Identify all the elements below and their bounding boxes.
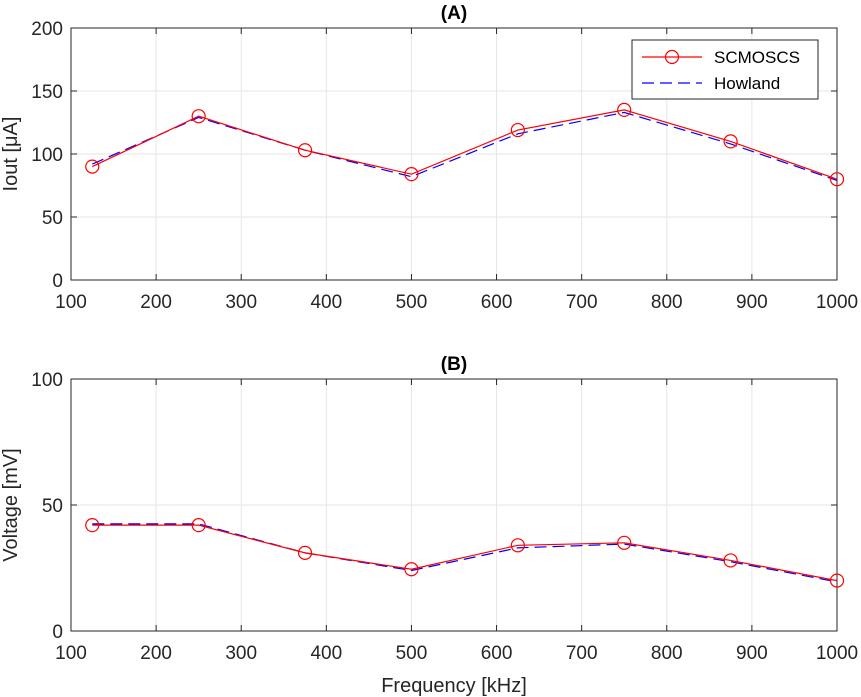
x-tick-label: 200 (140, 292, 172, 313)
x-tick-label: 800 (651, 643, 683, 664)
y-axis-label: Voltage [mV] (0, 448, 22, 561)
y-tick-label: 50 (42, 496, 63, 517)
data-point-scmoscs (404, 562, 419, 577)
legend-box (631, 39, 819, 100)
x-tick-label: 500 (396, 292, 428, 313)
data-point-scmoscs (85, 518, 100, 533)
x-tick-label: 900 (736, 643, 768, 664)
data-point-scmoscs (723, 553, 738, 568)
data-point-scmoscs (404, 167, 419, 182)
x-tick-label: 700 (566, 292, 598, 313)
data-point-scmoscs (297, 545, 313, 560)
series-line-howland (92, 111, 838, 182)
x-tick-label: 800 (651, 292, 683, 313)
y-tick-label: 100 (31, 145, 63, 166)
y-axis-label: Iout [μA] (0, 117, 22, 192)
data-point-scmoscs (297, 143, 313, 158)
data-point-scmoscs (829, 172, 845, 187)
data-point-scmoscs (85, 159, 100, 174)
x-tick-label: 1000 (816, 292, 858, 313)
x-tick-label: 300 (225, 292, 257, 313)
x-tick-label: 400 (310, 292, 342, 313)
x-tick-label: 600 (481, 643, 513, 664)
x-axis-label: Frequency [kHz] (381, 675, 527, 697)
series-line-howland (92, 523, 838, 583)
x-tick-label: 200 (140, 643, 172, 664)
x-tick-label: 500 (396, 643, 428, 664)
chart-1: 100 200 300 400 500 600 700 800 900 1000 0 50 100 (B)… (0, 354, 858, 697)
x-tick-label: 700 (566, 643, 598, 664)
data-point-scmoscs (191, 109, 206, 124)
x-tick-label: 300 (225, 643, 257, 664)
legend: SCMOSCS Howland (631, 39, 819, 100)
data-point-scmoscs (829, 573, 845, 588)
legend-label-howland: Howland (714, 74, 780, 93)
y-tick-label: 200 (31, 19, 63, 40)
x-tick-label: 1000 (816, 643, 858, 664)
chart-title: (A) (441, 3, 467, 24)
y-tick-label: 50 (42, 208, 63, 229)
series-line-scmoscs (92, 109, 838, 180)
y-tick-label: 100 (31, 370, 63, 391)
x-tick-label: 400 (310, 643, 342, 664)
legend-marker-scmoscs (664, 49, 680, 65)
data-point-scmoscs (510, 538, 525, 553)
y-tick-label: 0 (52, 622, 63, 643)
x-tick-label: 600 (481, 292, 513, 313)
y-tick-label: 150 (31, 82, 63, 103)
chart-0: 100 200 300 400 500 600 700 800 900 1000 0 50 100 150… (0, 3, 858, 313)
legend-label-scmoscs: SCMOSCS (714, 48, 800, 67)
series-line-scmoscs (92, 524, 838, 582)
x-tick-label: 900 (736, 292, 768, 313)
data-point-scmoscs (510, 122, 525, 138)
data-point-scmoscs (617, 102, 632, 118)
x-tick-label: 100 (55, 643, 87, 664)
y-tick-label: 0 (52, 271, 63, 292)
x-tick-label: 100 (55, 292, 87, 313)
data-point-scmoscs (617, 535, 632, 550)
data-point-scmoscs (723, 134, 738, 149)
data-point-scmoscs (191, 518, 206, 533)
chart-title: (B) (441, 354, 467, 375)
